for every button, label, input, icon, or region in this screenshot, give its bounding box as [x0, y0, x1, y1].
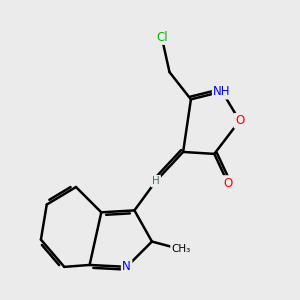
Text: Cl: Cl — [156, 31, 167, 44]
Text: H: H — [152, 176, 160, 186]
Text: O: O — [223, 177, 232, 190]
Text: O: O — [235, 114, 244, 127]
Text: N: N — [122, 260, 131, 273]
Text: CH₃: CH₃ — [172, 244, 191, 254]
Text: NH: NH — [213, 85, 231, 98]
